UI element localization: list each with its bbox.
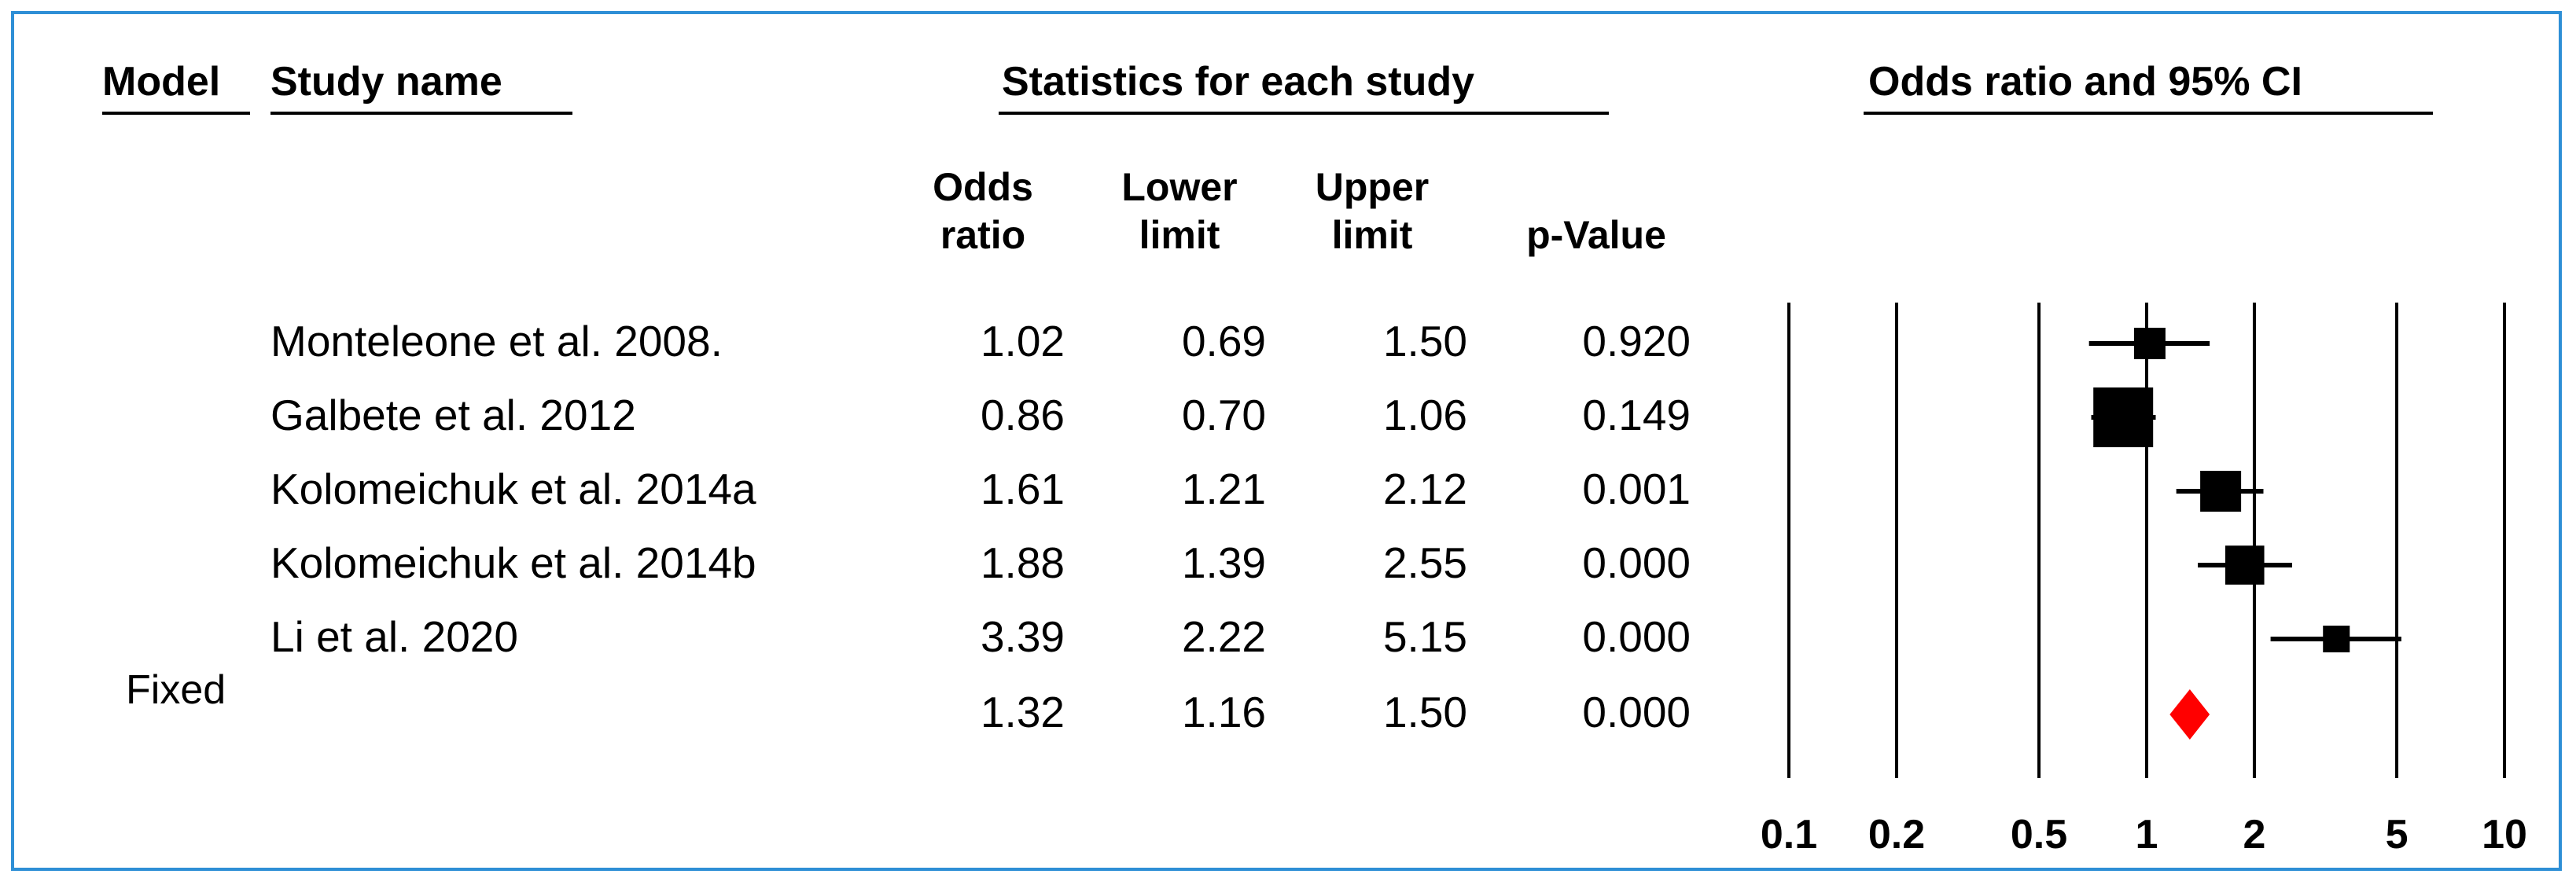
study-name: Galbete et al. 2012 <box>270 391 636 439</box>
underline-model <box>102 112 250 115</box>
study-marker <box>2323 626 2350 652</box>
study-marker <box>2225 545 2265 585</box>
summary-odds-ratio: 1.32 <box>980 688 1065 736</box>
cell-lower-limit: 2.22 <box>1181 612 1266 661</box>
summary-diamond <box>2169 689 2210 740</box>
study-name: Kolomeichuk et al. 2014b <box>270 538 756 587</box>
col-header-lower-line1: Lower <box>1121 165 1238 209</box>
figure-frame <box>11 11 2562 871</box>
underline-study-name <box>270 112 572 115</box>
cell-lower-limit: 1.39 <box>1181 538 1266 587</box>
header-statistics: Statistics for each study <box>1002 59 1475 105</box>
cell-upper-limit: 2.12 <box>1382 465 1467 513</box>
col-header-p-value: p-Value <box>1486 211 1706 259</box>
header-plot-title: Odds ratio and 95% CI <box>1868 59 2302 105</box>
cell-p-value: 0.920 <box>1582 317 1691 365</box>
cell-upper-limit: 1.06 <box>1382 391 1467 439</box>
x-tick-label: 0.5 <box>2010 812 2068 857</box>
summary-upper-limit: 1.50 <box>1382 688 1467 736</box>
cell-odds-ratio: 1.61 <box>980 465 1065 513</box>
x-tick-label: 0.1 <box>1760 812 1818 857</box>
study-name: Li et al. 2020 <box>270 612 518 661</box>
cell-odds-ratio: 0.86 <box>980 391 1065 439</box>
study-marker <box>2200 471 2242 512</box>
header-study-name: Study name <box>270 59 502 105</box>
cell-lower-limit: 0.69 <box>1181 317 1266 365</box>
col-header-upper-limit: Upper limit <box>1290 163 1455 259</box>
summary-lower-limit: 1.16 <box>1181 688 1266 736</box>
cell-odds-ratio: 1.02 <box>980 317 1065 365</box>
summary-model-label: Fixed <box>126 667 226 713</box>
underline-statistics <box>999 112 1609 115</box>
col-header-odds-ratio-line2: ratio <box>940 213 1026 257</box>
cell-upper-limit: 1.50 <box>1382 317 1467 365</box>
col-header-lower-limit: Lower limit <box>1097 163 1262 259</box>
cell-p-value: 0.000 <box>1582 612 1691 661</box>
cell-upper-limit: 5.15 <box>1382 612 1467 661</box>
x-tick-label: 2 <box>2243 812 2266 857</box>
cell-lower-limit: 0.70 <box>1181 391 1266 439</box>
cell-p-value: 0.001 <box>1582 465 1691 513</box>
col-header-p-value-text: p-Value <box>1526 213 1666 257</box>
col-header-odds-ratio-line1: Odds <box>933 165 1033 209</box>
cell-odds-ratio: 1.88 <box>980 538 1065 587</box>
x-tick-label: 1 <box>2135 812 2158 857</box>
study-marker <box>2133 328 2166 359</box>
cell-p-value: 0.149 <box>1582 391 1691 439</box>
x-tick-label: 10 <box>2482 812 2527 857</box>
study-name: Monteleone et al. 2008. <box>270 317 723 365</box>
col-header-upper-line1: Upper <box>1315 165 1430 209</box>
underline-plot-title <box>1864 112 2433 115</box>
study-name: Kolomeichuk et al. 2014a <box>270 465 756 513</box>
col-header-upper-line2: limit <box>1331 213 1413 257</box>
cell-odds-ratio: 3.39 <box>980 612 1065 661</box>
study-marker <box>2093 387 2154 447</box>
summary-p-value: 0.000 <box>1582 688 1691 736</box>
col-header-odds-ratio: Odds ratio <box>904 163 1062 259</box>
cell-p-value: 0.000 <box>1582 538 1691 587</box>
x-tick-label: 5 <box>2385 812 2409 857</box>
x-tick-label: 0.2 <box>1868 812 1926 857</box>
cell-lower-limit: 1.21 <box>1181 465 1266 513</box>
col-header-lower-line2: limit <box>1139 213 1220 257</box>
header-model: Model <box>102 59 221 105</box>
cell-upper-limit: 2.55 <box>1382 538 1467 587</box>
